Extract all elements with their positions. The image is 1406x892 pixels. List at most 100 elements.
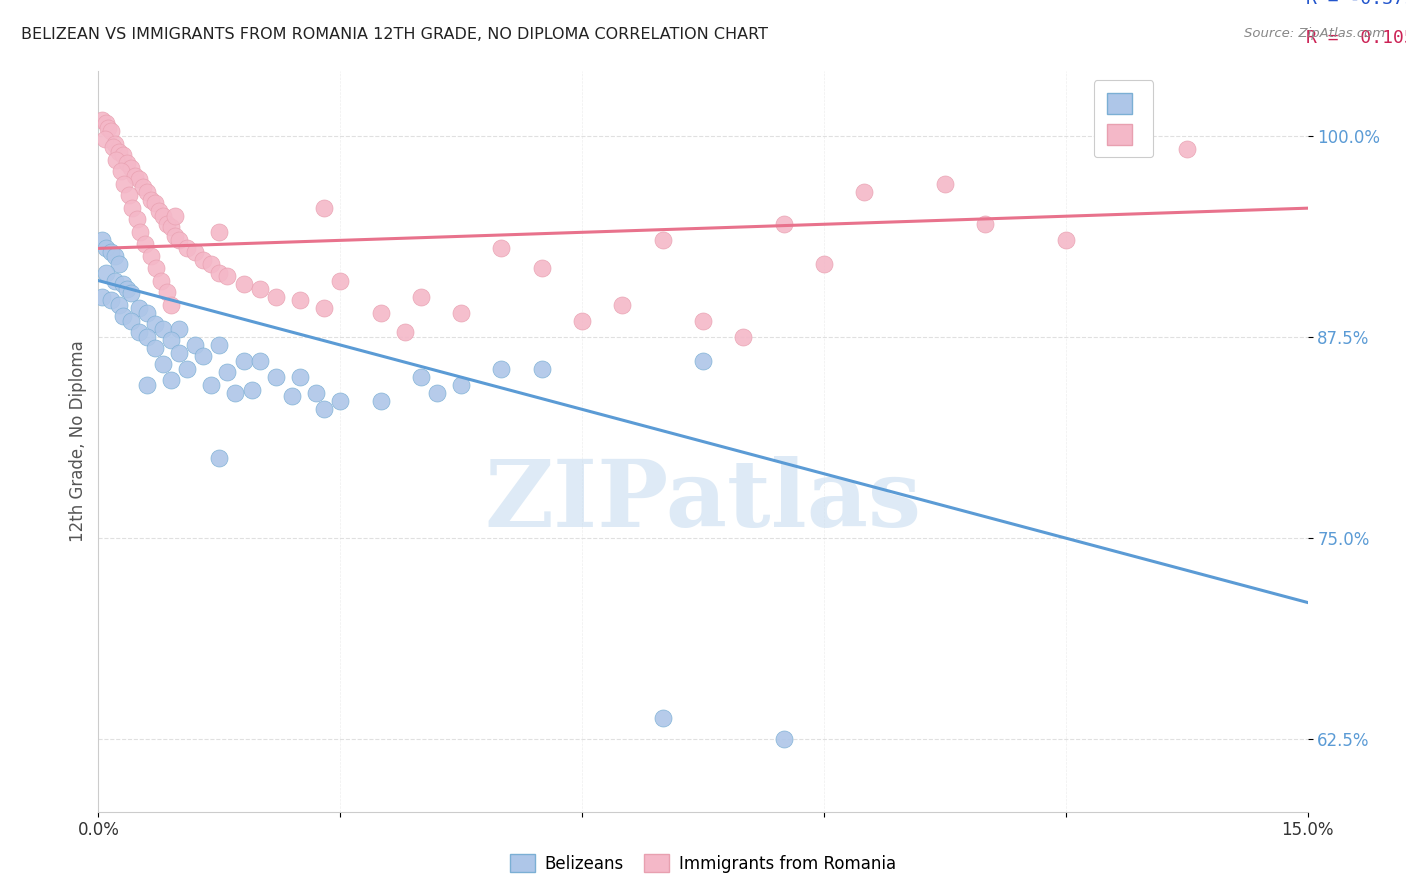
Point (264, 290, 287, 304)
Point (91, 233, 114, 247)
Point (100, 244, 122, 259)
Point (167, 233, 190, 247)
Point (314, 402, 336, 417)
Point (163, 228, 186, 243)
Point (217, 365, 239, 379)
Point (249, 354, 271, 368)
Point (853, 185, 876, 199)
Point (111, 148, 134, 162)
Point (115, 282, 138, 296)
Point (156, 217, 179, 231)
Point (167, 322, 190, 336)
Point (105, 153, 128, 167)
Point (651, 233, 673, 247)
Point (132, 180, 155, 194)
Point (240, 383, 263, 397)
Legend: , : , (1094, 80, 1153, 157)
Point (139, 249, 162, 264)
Point (491, 362, 513, 376)
Point (100, 293, 122, 307)
Point (128, 172, 150, 186)
Point (143, 317, 166, 331)
Point (200, 258, 222, 272)
Point (288, 370, 311, 384)
Point (129, 225, 152, 239)
Point (184, 338, 207, 352)
Point (127, 212, 149, 227)
Point (329, 394, 352, 409)
Point (184, 244, 207, 259)
Point (200, 378, 222, 392)
Point (160, 220, 183, 235)
Point (813, 258, 835, 272)
Point (217, 268, 239, 283)
Point (111, 277, 134, 291)
Point (571, 314, 593, 328)
Point (409, 370, 432, 384)
Text: BELIZEAN VS IMMIGRANTS FROM ROMANIA 12TH GRADE, NO DIPLOMA CORRELATION CHART: BELIZEAN VS IMMIGRANTS FROM ROMANIA 12TH… (21, 27, 768, 42)
Point (772, 732, 794, 747)
Point (450, 378, 472, 392)
Point (134, 236, 156, 251)
Point (176, 241, 198, 255)
Point (281, 389, 304, 403)
Legend: Belizeans, Immigrants from Romania: Belizeans, Immigrants from Romania (503, 847, 903, 880)
Point (128, 301, 150, 315)
Point (193, 349, 215, 363)
Point (329, 274, 352, 288)
Point (288, 293, 311, 307)
Point (135, 378, 157, 392)
Point (96, 241, 118, 255)
Point (103, 136, 125, 151)
Point (96, 116, 118, 130)
Text: ZIPatlas: ZIPatlas (485, 456, 921, 546)
Point (370, 394, 392, 409)
Point (118, 188, 141, 202)
Point (91, 112, 114, 127)
Point (107, 258, 129, 272)
Point (101, 140, 124, 154)
Point (97, 120, 120, 135)
Point (139, 193, 162, 207)
Point (152, 357, 174, 371)
Point (150, 274, 173, 288)
Point (143, 196, 166, 211)
Point (305, 386, 328, 401)
Point (249, 282, 271, 296)
Point (124, 169, 146, 183)
Point (612, 298, 634, 312)
Text: R =  0.105    N = 69: R = 0.105 N = 69 (1306, 29, 1406, 46)
Point (530, 260, 553, 275)
Point (135, 306, 157, 320)
Point (772, 217, 794, 231)
Point (156, 285, 179, 299)
Point (121, 201, 143, 215)
Point (128, 325, 150, 339)
Point (208, 266, 231, 280)
Point (409, 290, 432, 304)
Point (111, 309, 134, 323)
Point (370, 306, 392, 320)
Y-axis label: 12th Grade, No Diploma: 12th Grade, No Diploma (69, 341, 87, 542)
Point (103, 249, 125, 264)
Point (112, 177, 135, 191)
Point (314, 201, 336, 215)
Point (167, 346, 190, 360)
Point (148, 204, 170, 219)
Point (100, 124, 122, 138)
Point (208, 338, 231, 352)
Point (530, 362, 553, 376)
Point (135, 330, 157, 344)
Point (120, 314, 142, 328)
Point (91, 290, 114, 304)
Point (208, 450, 231, 465)
Point (394, 325, 416, 339)
Point (152, 322, 174, 336)
Point (692, 354, 714, 368)
Text: Source: ZipAtlas.com: Source: ZipAtlas.com (1244, 27, 1385, 40)
Point (314, 301, 336, 315)
Point (96, 266, 118, 280)
Text: R = -0.379    N = 54: R = -0.379 N = 54 (1306, 0, 1406, 7)
Point (107, 145, 129, 159)
Point (176, 362, 198, 376)
